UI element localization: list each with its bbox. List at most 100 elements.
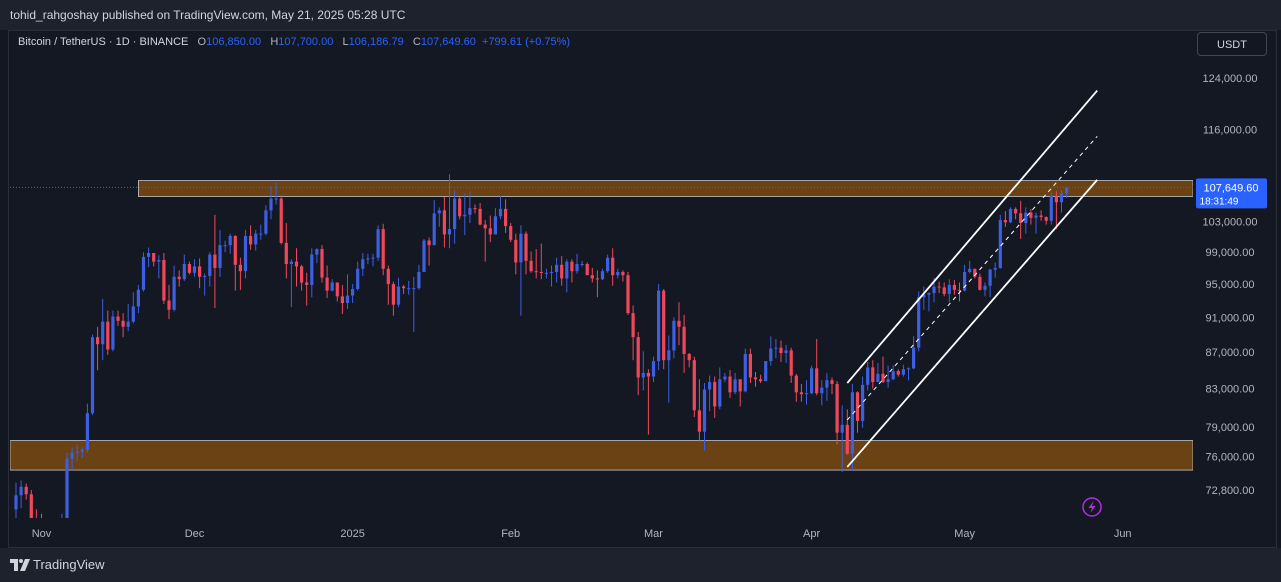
candle[interactable] — [136, 284, 140, 314]
candle[interactable] — [886, 365, 890, 388]
candle[interactable] — [340, 284, 344, 314]
candle[interactable] — [152, 252, 156, 267]
candle[interactable] — [830, 377, 834, 395]
candle[interactable] — [131, 292, 135, 324]
candle[interactable] — [284, 223, 288, 279]
candle[interactable] — [743, 348, 747, 393]
candle[interactable] — [657, 284, 661, 371]
candle[interactable] — [249, 225, 253, 250]
candle[interactable] — [1059, 189, 1064, 213]
candle[interactable] — [493, 208, 497, 235]
candle[interactable] — [1044, 216, 1048, 225]
candle[interactable] — [631, 305, 635, 361]
candle[interactable] — [468, 191, 472, 224]
candle[interactable] — [774, 338, 778, 359]
candle[interactable] — [361, 252, 365, 276]
candle[interactable] — [243, 229, 248, 279]
candle[interactable] — [101, 298, 105, 361]
candle[interactable] — [1034, 212, 1038, 234]
candle[interactable] — [753, 371, 758, 387]
candle[interactable] — [167, 284, 171, 320]
candle[interactable] — [595, 270, 599, 298]
candle[interactable] — [274, 182, 278, 205]
candle[interactable] — [223, 240, 227, 253]
candle[interactable] — [555, 257, 559, 283]
candle[interactable] — [35, 509, 38, 533]
candle[interactable] — [371, 253, 375, 267]
candle[interactable] — [917, 291, 921, 352]
candle[interactable] — [458, 196, 462, 220]
candle[interactable] — [422, 239, 426, 272]
candle[interactable] — [335, 282, 339, 302]
channel-middle-line[interactable] — [846, 135, 1098, 421]
candle[interactable] — [432, 200, 436, 246]
candle[interactable] — [733, 372, 737, 395]
candle[interactable] — [998, 214, 1002, 269]
candle[interactable] — [697, 379, 701, 442]
candle[interactable] — [269, 186, 273, 220]
candle[interactable] — [509, 223, 513, 243]
candle[interactable] — [973, 268, 977, 279]
candle[interactable] — [871, 360, 875, 389]
candle[interactable] — [881, 356, 885, 383]
candle[interactable] — [759, 374, 763, 383]
candle[interactable] — [177, 270, 181, 287]
candle[interactable] — [815, 338, 819, 396]
candle[interactable] — [279, 195, 283, 245]
candle[interactable] — [264, 205, 268, 236]
candle[interactable] — [504, 199, 508, 233]
candle[interactable] — [300, 264, 304, 291]
candle[interactable] — [723, 372, 727, 383]
zone-support[interactable] — [10, 440, 1193, 471]
candle[interactable] — [60, 513, 63, 548]
candle[interactable] — [927, 292, 931, 312]
candle[interactable] — [891, 365, 895, 381]
candle[interactable] — [121, 313, 125, 338]
candle[interactable] — [407, 280, 411, 295]
candle[interactable] — [825, 372, 829, 401]
candle[interactable] — [305, 272, 309, 306]
candle[interactable] — [549, 265, 554, 287]
candle[interactable] — [147, 247, 151, 268]
candle[interactable] — [641, 351, 645, 391]
candle[interactable] — [162, 252, 166, 304]
candle[interactable] — [330, 279, 334, 292]
candle[interactable] — [636, 331, 640, 396]
candle[interactable] — [80, 447, 84, 458]
candle[interactable] — [937, 281, 941, 294]
candle[interactable] — [386, 265, 390, 305]
candle[interactable] — [228, 233, 232, 254]
candle[interactable] — [141, 252, 146, 292]
candle[interactable] — [590, 267, 594, 283]
candle[interactable] — [412, 276, 416, 332]
candle[interactable] — [600, 268, 605, 281]
candle[interactable] — [29, 490, 33, 528]
tradingview-brand[interactable]: TradingView — [33, 557, 105, 572]
candle[interactable] — [259, 224, 263, 240]
candle[interactable] — [106, 310, 110, 355]
candle[interactable] — [19, 480, 23, 509]
candle[interactable] — [65, 452, 69, 530]
candle[interactable] — [391, 281, 395, 316]
candle[interactable] — [402, 284, 406, 294]
candle[interactable] — [544, 268, 548, 279]
candle[interactable] — [14, 482, 18, 519]
channel-upper-line[interactable] — [846, 89, 1098, 384]
candle[interactable] — [1054, 191, 1058, 230]
candle[interactable] — [580, 260, 584, 267]
candle[interactable] — [713, 376, 717, 419]
candle[interactable] — [769, 336, 773, 366]
candle[interactable] — [417, 264, 421, 290]
candle[interactable] — [483, 220, 487, 262]
legend-symbol[interactable]: Bitcoin / TetherUS · 1D · BINANCE — [18, 36, 189, 48]
candle[interactable] — [447, 174, 452, 249]
candle[interactable] — [784, 345, 788, 363]
candle[interactable] — [585, 262, 589, 276]
candle[interactable] — [75, 444, 79, 461]
candle[interactable] — [810, 365, 814, 395]
candle[interactable] — [539, 243, 543, 280]
candle[interactable] — [1008, 207, 1013, 224]
candle[interactable] — [315, 248, 319, 264]
candle[interactable] — [1039, 210, 1043, 221]
candle[interactable] — [437, 207, 441, 227]
